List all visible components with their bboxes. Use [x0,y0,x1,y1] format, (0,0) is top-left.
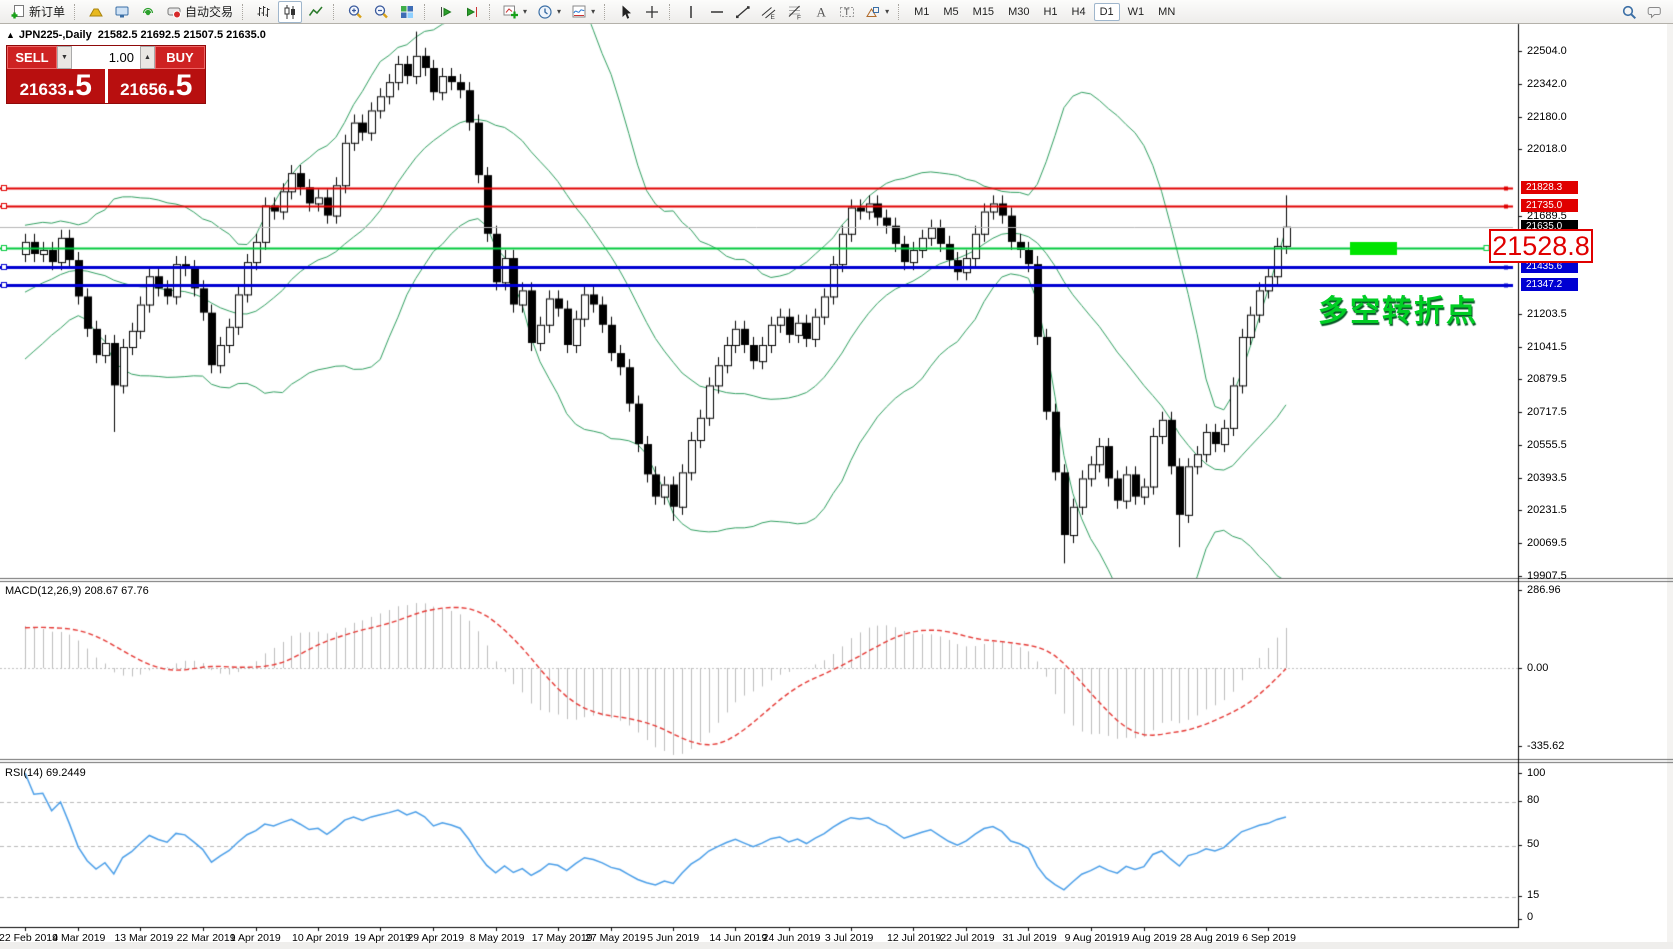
sell-button[interactable]: SELL [7,46,57,69]
buy-price-main: 21656 [120,80,168,99]
chart-ohlc-info: ▲ JPN225-,Daily 21582.5 21692.5 21507.5 21… [6,29,272,41]
volume-increase-button[interactable]: ▲ [140,46,155,69]
buy-button[interactable]: BUY [155,46,205,69]
volume-decrease-button[interactable]: ▼ [57,46,72,69]
buy-price-sub: .5 [167,69,193,102]
turning-point-annotation[interactable]: 多空转折点 [1318,295,1478,328]
rsi-indicator-label: RSI(14) 69.2449 [5,767,86,779]
volume-input[interactable]: 1.00 [72,46,140,69]
sell-price-sub: .5 [66,69,92,102]
ohlc-values: 21582.5 21692.5 21507.5 21635.0 [97,29,266,41]
one-click-divider [104,69,108,103]
buy-price[interactable]: 21656.5 [108,69,206,103]
macd-indicator-label: MACD(12,26,9) 208.67 67.76 [5,585,149,597]
sell-price-main: 21633 [19,80,67,99]
price-callout-label[interactable]: 21528.8 [1489,229,1593,263]
symbol-period-label: JPN225-,Daily [18,29,92,41]
one-click-collapse-arrow[interactable]: ▲ [6,30,15,40]
one-click-trading-panel: SELL ▼ 1.00 ▲ BUY 21633.5 21656.5 [6,45,206,104]
sell-price[interactable]: 21633.5 [7,69,105,103]
